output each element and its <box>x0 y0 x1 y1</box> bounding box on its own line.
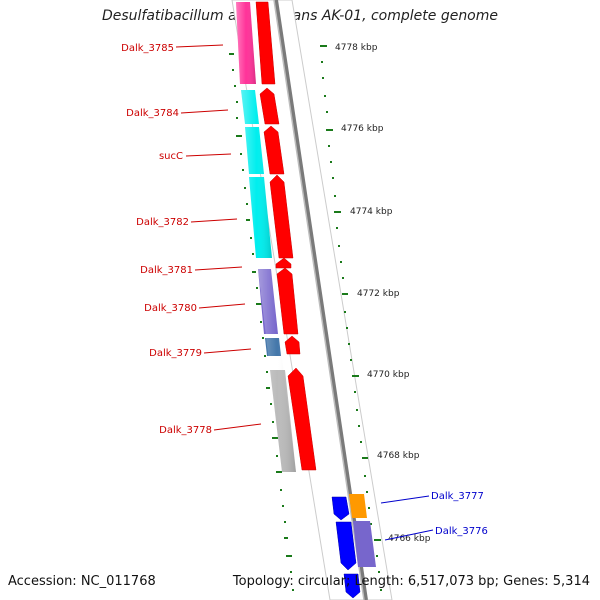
gene-label-dalk-3785[interactable]: Dalk_3785 <box>121 43 174 54</box>
scale-label-4772: 4772 kbp <box>357 289 400 299</box>
arrow-dalk-3785[interactable] <box>255 1 276 85</box>
feature-track-colored <box>236 2 376 567</box>
arrow-dalk-3781[interactable] <box>275 257 292 269</box>
arrow-dalk-3780[interactable] <box>276 267 299 335</box>
gene-label-dalk-3776[interactable]: Dalk_3776 <box>435 526 488 537</box>
arrow-dalk-3777[interactable] <box>331 496 350 521</box>
arrow-succ[interactable] <box>263 125 285 175</box>
gene-box-dalk-3776[interactable] <box>353 521 376 567</box>
gene-label-dalk-3777[interactable]: Dalk_3777 <box>431 491 484 502</box>
reverse-strand-arrows <box>331 496 361 599</box>
scale-label-4778: 4778 kbp <box>335 43 378 53</box>
gene-label-dalk-3780[interactable]: Dalk_3780 <box>144 303 197 314</box>
forward-strand-arrows <box>255 1 317 471</box>
scale-label-4776: 4776 kbp <box>341 124 384 134</box>
gene-label-succ[interactable]: sucC <box>159 151 183 162</box>
arrow-next-gene[interactable] <box>343 573 361 599</box>
scale-label-4768: 4768 kbp <box>377 451 420 461</box>
left-tick-track <box>229 53 294 591</box>
genome-band <box>231 0 393 600</box>
arrow-dalk-3782[interactable] <box>269 174 294 259</box>
gene-box-dalk-3777[interactable] <box>349 494 367 518</box>
arrow-dalk-3778[interactable] <box>287 367 317 471</box>
scale-label-4774: 4774 kbp <box>350 207 393 217</box>
right-tick-track <box>320 45 382 591</box>
arrow-dalk-3784[interactable] <box>259 87 280 125</box>
gene-label-dalk-3779[interactable]: Dalk_3779 <box>149 348 202 359</box>
scale-label-4766: 4766 kbp <box>388 534 431 544</box>
gene-box-cyan-shade <box>241 90 272 258</box>
gene-box-dalk-3785-shade <box>236 2 256 84</box>
gene-labels: Dalk_3785 Dalk_3784 sucC Dalk_3782 Dalk_… <box>121 43 488 541</box>
scale-label-4770: 4770 kbp <box>367 370 410 380</box>
gene-label-dalk-3784[interactable]: Dalk_3784 <box>126 108 179 119</box>
gene-label-dalk-3781[interactable]: Dalk_3781 <box>140 265 193 276</box>
gene-label-dalk-3778[interactable]: Dalk_3778 <box>159 425 212 436</box>
map-title: Desulfatibacillum alkenivorans AK-01, co… <box>101 8 499 24</box>
genome-summary-text: Topology: circular; Length: 6,517,073 bp… <box>232 574 590 589</box>
accession-text: Accession: NC_011768 <box>8 574 156 589</box>
arrow-dalk-3776[interactable] <box>335 521 357 571</box>
arrow-dalk-3779[interactable] <box>284 335 301 355</box>
genome-backbone-highlight <box>273 0 365 600</box>
gene-label-dalk-3782[interactable]: Dalk_3782 <box>136 217 189 228</box>
gene-box-gray-shade <box>258 269 296 472</box>
